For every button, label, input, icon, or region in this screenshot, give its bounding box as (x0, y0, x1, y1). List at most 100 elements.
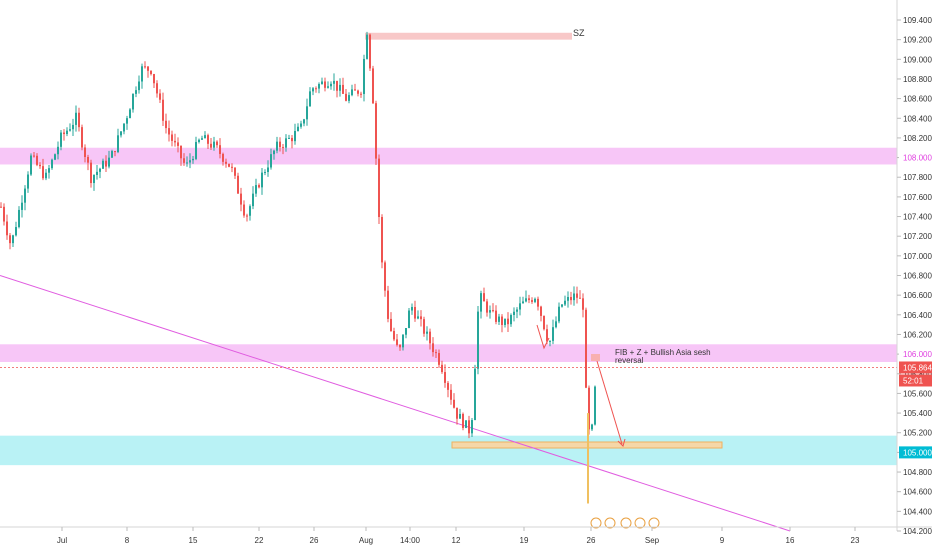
candle-body (348, 95, 350, 101)
y-tick-label: 109.400 (903, 16, 932, 25)
candle-body (306, 106, 308, 120)
candle-body (63, 132, 65, 135)
candle-body (210, 143, 212, 148)
candle-body (201, 138, 203, 140)
candle-body (300, 123, 302, 127)
setup-label-line2: reversal (615, 356, 644, 365)
y-tick-label: 106.600 (903, 291, 932, 300)
x-tick-label: 8 (125, 536, 130, 545)
y-tick-label: 107.800 (903, 173, 932, 182)
zone-supply-sz (365, 32, 572, 40)
candle-body (570, 296, 572, 301)
candle-body (354, 89, 356, 91)
candle-body (324, 81, 326, 88)
trendline (0, 275, 791, 532)
candle-body (30, 155, 32, 175)
candle-body (93, 174, 95, 184)
x-tick-label: 9 (720, 536, 725, 545)
candle-body (87, 157, 89, 163)
candle-body (180, 145, 182, 159)
candle-body (267, 167, 269, 173)
candle-body (312, 88, 314, 92)
candle-body (216, 141, 218, 146)
candle-body (372, 68, 374, 104)
candle-body (558, 306, 560, 322)
candle-body (375, 103, 377, 159)
candle-body (123, 123, 125, 132)
candle-body (240, 193, 242, 205)
tag-zone-low-bg (899, 446, 932, 459)
y-tick-label: 109.000 (903, 55, 932, 64)
y-tick-label: 108.200 (903, 134, 932, 143)
projection-arrow (596, 360, 623, 445)
candle-body (489, 310, 491, 313)
candle-body (447, 382, 449, 390)
candle-body (393, 330, 395, 340)
x-tick-label: 16 (786, 536, 795, 545)
candle-body (582, 298, 584, 310)
candle-body (450, 389, 452, 400)
candle-body (402, 334, 404, 348)
candle-body (366, 34, 368, 59)
candle-body (78, 112, 80, 128)
x-tick-label: 14:00 (400, 536, 421, 545)
candle-body (42, 166, 44, 179)
candle-body (213, 141, 215, 148)
candle-body (456, 407, 458, 419)
candle-body (303, 119, 305, 124)
candle-body (171, 134, 173, 141)
candle-body (360, 93, 362, 95)
candle-body (432, 343, 434, 353)
candle-body (423, 319, 425, 334)
candle-body (6, 221, 8, 236)
candle-body (522, 301, 524, 304)
x-tick-label: 23 (851, 536, 860, 545)
candle-body (225, 161, 227, 164)
tag-countdown: 52:01 (903, 376, 924, 385)
candle-body (183, 158, 185, 163)
candle-body (390, 318, 392, 331)
candle-body (99, 168, 101, 172)
zone-support-105 (0, 435, 897, 466)
tag-countdown-bg (899, 374, 932, 387)
y-tick-label: 108.400 (903, 114, 932, 123)
candle-body (9, 235, 11, 244)
candle-body (567, 296, 569, 301)
candle-body (579, 297, 581, 299)
candle-body (27, 174, 29, 189)
candle-body (369, 34, 371, 69)
candle-body (96, 171, 98, 175)
tag-zone-high: 108.000 (903, 154, 932, 163)
candle-body (135, 90, 137, 94)
candle-body (438, 353, 440, 365)
candle-body (282, 147, 284, 149)
candle-body (138, 81, 140, 91)
candle-body (516, 309, 518, 312)
candle-body (132, 93, 134, 110)
y-tick-label: 109.200 (903, 36, 932, 45)
candle-body (72, 124, 74, 130)
candle-body (237, 175, 239, 194)
candle-body (231, 166, 233, 168)
candle-body (549, 340, 551, 342)
candle-body (537, 298, 539, 307)
candle-body (327, 86, 329, 88)
candle-body (387, 290, 389, 319)
candle-body (90, 162, 92, 184)
event-badge-icon (590, 517, 602, 529)
x-tick-label: 26 (310, 536, 319, 545)
candle-body (48, 168, 50, 173)
candle-body (474, 368, 476, 421)
zone-resistance-106 (0, 344, 897, 362)
candle-body (315, 88, 317, 90)
y-tick-label: 105.800 (903, 370, 932, 379)
candle-body (351, 89, 353, 96)
candle-body (177, 142, 179, 146)
candle-body (468, 420, 470, 434)
x-tick-label: 15 (189, 536, 198, 545)
candle-body (396, 339, 398, 345)
candle-body (276, 141, 278, 151)
candle-body (279, 141, 281, 148)
